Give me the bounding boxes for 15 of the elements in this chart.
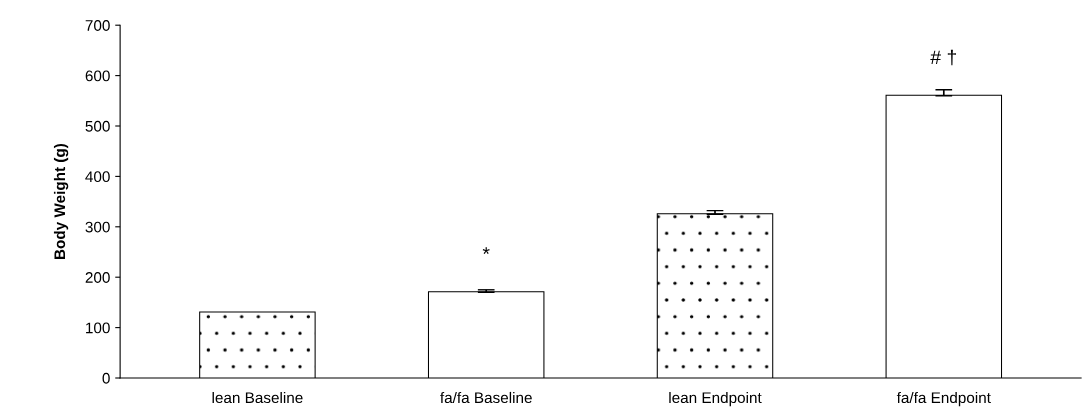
y-tick-label: 500 — [85, 120, 110, 132]
y-tick-label: 200 — [85, 272, 110, 283]
y-tick-label: 300 — [85, 221, 110, 233]
y-tick-label: 700 — [85, 20, 110, 31]
annotation: # † — [930, 49, 957, 66]
y-tick-label: 0 — [102, 372, 110, 384]
x-tick-label: lean Baseline — [212, 391, 303, 404]
y-axis-title: Body Weight (g) — [53, 143, 69, 259]
y-tick-label: 100 — [86, 322, 110, 334]
x-tick-label: fa/fa Endpoint — [896, 391, 991, 407]
x-tick-label: fa/fa Baseline — [440, 391, 532, 404]
x-tick-label: lean Endpoint — [669, 391, 762, 407]
annotation: * — [482, 247, 490, 254]
y-tick-label: 400 — [85, 171, 110, 183]
y-tick-label: 600 — [85, 70, 110, 82]
